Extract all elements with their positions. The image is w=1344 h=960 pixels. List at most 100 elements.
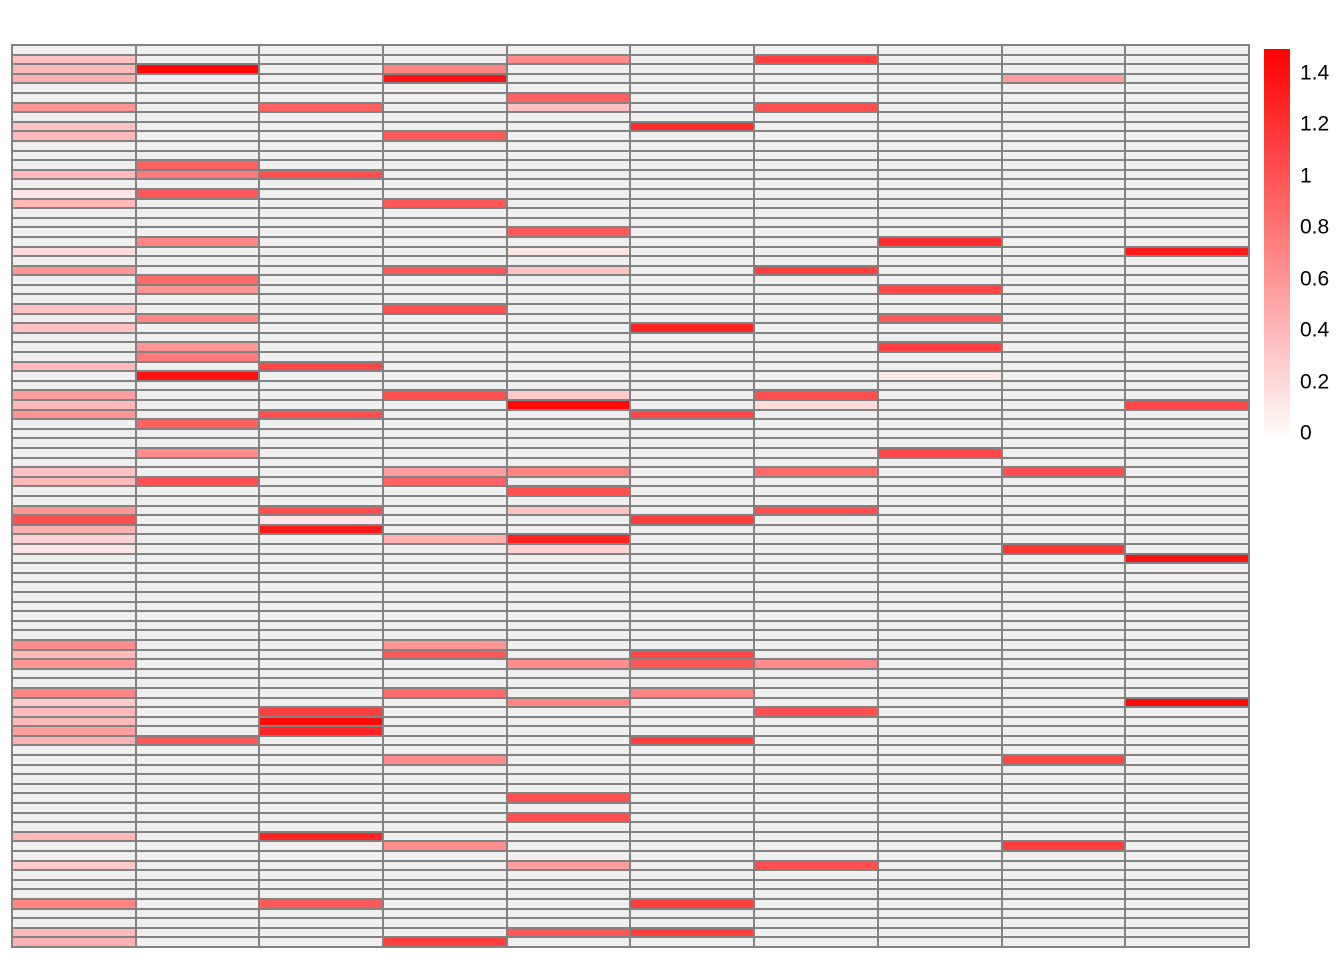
heatmap-cell [1002, 122, 1125, 131]
heatmap-cell [384, 909, 506, 918]
heatmap-cell [1002, 861, 1125, 870]
heatmap-cell [631, 669, 754, 678]
heatmap-cell [13, 631, 135, 639]
heatmap-cell [878, 592, 1001, 601]
heatmap-cell [260, 247, 383, 256]
heatmap-cell [260, 103, 383, 112]
heatmap-cell [136, 506, 259, 515]
heatmap-cell [384, 122, 506, 131]
colorbar-tick-label: 0.2 [1300, 370, 1330, 394]
heatmap-cell [1002, 813, 1125, 822]
heatmap-cell [136, 429, 259, 438]
heatmap-cell [260, 74, 383, 83]
heatmap-cell [1002, 276, 1125, 284]
heatmap-cell [260, 362, 383, 371]
heatmap-cell [1002, 199, 1125, 208]
heatmap-cell [755, 852, 877, 860]
heatmap-cell [631, 602, 754, 611]
heatmap-cell [136, 74, 259, 83]
heatmap-cell [507, 727, 630, 735]
heatmap-cell [1002, 468, 1125, 476]
heatmap-cell [878, 544, 1001, 553]
heatmap-cell [755, 919, 877, 927]
heatmap-cell [755, 209, 877, 217]
heatmap-cell [878, 189, 1001, 198]
heatmap-cell [136, 640, 259, 649]
heatmap-cell [878, 199, 1001, 208]
heatmap-cell [1126, 362, 1248, 371]
heatmap-cell [755, 727, 877, 735]
heatmap-cell [384, 573, 506, 582]
heatmap-cell [878, 717, 1001, 726]
heatmap-cell [1126, 151, 1248, 160]
heatmap-cell [13, 612, 135, 620]
heatmap-cell [631, 756, 754, 764]
heatmap-cell [1126, 55, 1248, 64]
heatmap-cell [136, 890, 259, 899]
heatmap-cell [878, 602, 1001, 611]
heatmap-cell [136, 746, 259, 755]
heatmap-cell [1002, 554, 1125, 563]
heatmap-cell [878, 218, 1001, 227]
heatmap-cell [755, 708, 877, 716]
heatmap-cell [260, 554, 383, 563]
heatmap-cell [260, 113, 383, 121]
heatmap-cell [384, 765, 506, 774]
heatmap-cell [507, 132, 630, 140]
heatmap-cell [384, 247, 506, 256]
heatmap-cell [507, 736, 630, 745]
heatmap-cell [1002, 784, 1125, 793]
heatmap-cell [755, 880, 877, 889]
heatmap-cell [878, 794, 1001, 803]
heatmap-cell [507, 852, 630, 860]
heatmap-cell [136, 209, 259, 217]
heatmap-cell [1126, 132, 1248, 140]
heatmap-cell [13, 180, 135, 188]
heatmap-cell [755, 333, 877, 342]
heatmap-cell [384, 84, 506, 92]
heatmap-cell [260, 506, 383, 515]
heatmap-cell [260, 199, 383, 208]
heatmap-cell [1126, 257, 1248, 265]
heatmap-cell [1002, 237, 1125, 246]
heatmap-cell [878, 679, 1001, 687]
heatmap-cell [13, 199, 135, 208]
heatmap-cell [507, 564, 630, 572]
heatmap-cell [755, 746, 877, 755]
heatmap-cell [136, 688, 259, 697]
heatmap-cell [384, 391, 506, 400]
heatmap-cell [878, 401, 1001, 409]
heatmap-cell [136, 353, 259, 361]
heatmap-cell [384, 449, 506, 457]
heatmap-cell [136, 564, 259, 572]
heatmap-cell [507, 180, 630, 188]
heatmap-cell [384, 113, 506, 121]
heatmap-cell [1126, 420, 1248, 428]
heatmap-cell [507, 333, 630, 342]
heatmap-cell [507, 228, 630, 236]
heatmap-cell [13, 554, 135, 563]
heatmap-cell [136, 679, 259, 687]
heatmap-cell [1002, 928, 1125, 937]
heatmap-cell [631, 919, 754, 927]
heatmap-cell [136, 525, 259, 534]
heatmap-cell [507, 756, 630, 764]
heatmap-cell [755, 650, 877, 659]
heatmap-cell [755, 353, 877, 361]
heatmap-cell [136, 381, 259, 390]
heatmap-cell [136, 919, 259, 927]
heatmap-cell [136, 449, 259, 457]
heatmap-cell [631, 861, 754, 870]
heatmap-cell [136, 132, 259, 140]
heatmap-cell [507, 362, 630, 371]
heatmap-cell [1002, 439, 1125, 448]
heatmap-cell [136, 804, 259, 812]
heatmap-cell [260, 669, 383, 678]
heatmap-cell [13, 516, 135, 524]
heatmap-cell [878, 372, 1001, 380]
heatmap-cell [136, 880, 259, 889]
heatmap-cell [1002, 477, 1125, 486]
heatmap-cell [878, 420, 1001, 428]
heatmap-cell [1002, 890, 1125, 899]
heatmap-cell [507, 84, 630, 92]
